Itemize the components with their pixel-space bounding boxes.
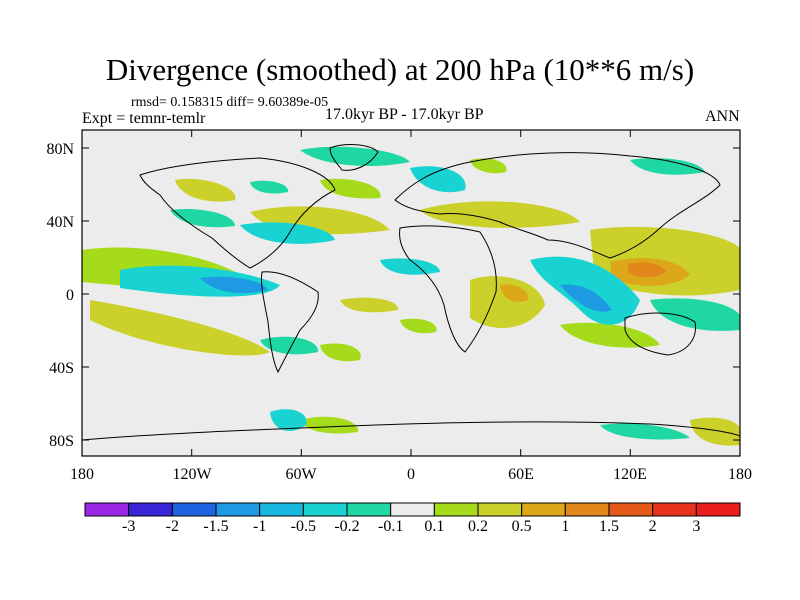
colorbar-swatch bbox=[521, 502, 566, 517]
lat-label: 40S bbox=[49, 360, 74, 377]
field-region bbox=[628, 262, 666, 278]
coastline-eurasia bbox=[394, 152, 721, 259]
field-region bbox=[560, 322, 660, 348]
field-region bbox=[690, 417, 740, 446]
lon-label: 180 bbox=[728, 466, 752, 483]
colorbar-swatch bbox=[302, 502, 348, 517]
colorbar-label: 0.5 bbox=[511, 518, 532, 535]
stats-text: rmsd= 0.158315 diff= 9.60389e-05 bbox=[131, 95, 329, 110]
lon-label: 60W bbox=[285, 466, 317, 483]
field-region bbox=[320, 178, 381, 199]
colorbar-swatch bbox=[346, 502, 392, 517]
colorbar-swatch bbox=[564, 502, 610, 517]
field-region bbox=[600, 423, 690, 440]
field-region bbox=[500, 284, 529, 302]
colorbar-label: -1 bbox=[252, 518, 267, 535]
coastlines bbox=[82, 144, 740, 441]
coastline-greenland bbox=[329, 144, 379, 171]
field-region bbox=[200, 276, 268, 294]
field-region bbox=[470, 158, 507, 174]
field-region bbox=[410, 166, 466, 193]
colorbar-label: -0.5 bbox=[290, 518, 316, 535]
colorbar-label: 1 bbox=[561, 518, 570, 535]
field-region bbox=[420, 201, 580, 228]
colorbar-label: -1.5 bbox=[203, 518, 229, 535]
colorbar-label: -2 bbox=[165, 518, 179, 535]
coastline-south-america bbox=[261, 271, 319, 374]
field-region bbox=[560, 284, 612, 312]
colorbar-label: 3 bbox=[692, 518, 701, 535]
field-region bbox=[400, 318, 437, 334]
colorbar-label: -0.1 bbox=[377, 518, 404, 535]
lat-label: 0 bbox=[66, 287, 74, 304]
divergence-field bbox=[82, 146, 740, 446]
period-label: 17.0kyr BP - 17.0kyr BP bbox=[325, 106, 484, 123]
coastline-africa bbox=[399, 225, 497, 353]
colorbar-label: -3 bbox=[121, 518, 136, 535]
field-region bbox=[630, 158, 705, 175]
colorbar-swatch bbox=[390, 502, 435, 517]
field-region bbox=[320, 343, 361, 362]
coastline-north-america bbox=[139, 157, 336, 269]
lon-label: 0 bbox=[407, 466, 415, 483]
lon-label: 120E bbox=[613, 466, 647, 483]
lat-label: 80N bbox=[46, 141, 74, 158]
field-region bbox=[470, 276, 545, 328]
field-region bbox=[380, 258, 440, 275]
colorbar-swatch bbox=[695, 502, 741, 517]
colorbar-label: 2 bbox=[648, 518, 657, 535]
season-label: ANN bbox=[705, 108, 740, 125]
lon-label: 120W bbox=[172, 466, 212, 483]
colorbar-swatch bbox=[171, 502, 217, 517]
field-region bbox=[340, 297, 399, 313]
colorbar-swatch bbox=[433, 502, 479, 517]
field-region bbox=[170, 208, 235, 228]
colorbar-label: 0.1 bbox=[424, 518, 445, 535]
field-region bbox=[175, 178, 236, 202]
lat-label: 40N bbox=[46, 214, 74, 231]
chart-title: Divergence (smoothed) at 200 hPa (10**6 … bbox=[105, 52, 695, 87]
field-region bbox=[240, 222, 335, 244]
experiment-label: Expt = temnr-temlr bbox=[82, 110, 206, 127]
coastline-antarctica bbox=[82, 421, 740, 441]
field-region bbox=[300, 416, 359, 434]
coastline-australia bbox=[624, 312, 697, 356]
field-region bbox=[260, 336, 319, 355]
lon-label: 60E bbox=[508, 466, 534, 483]
colorbar-label: -0.2 bbox=[334, 518, 360, 535]
field-region bbox=[300, 146, 410, 166]
colorbar-label: 0.2 bbox=[468, 518, 488, 535]
map-ticks bbox=[81, 130, 741, 456]
colorbar-swatch bbox=[128, 502, 173, 517]
field-region bbox=[650, 298, 740, 331]
field-region bbox=[270, 409, 307, 432]
field-region bbox=[90, 300, 270, 356]
lat-label: 80S bbox=[49, 433, 74, 450]
colorbar-swatch bbox=[215, 502, 261, 517]
field-region bbox=[250, 180, 289, 194]
colorbar-label: 1.5 bbox=[599, 518, 619, 535]
colorbar-swatch bbox=[477, 502, 523, 517]
lon-label: 180 bbox=[70, 466, 94, 483]
colorbar-swatch bbox=[608, 502, 654, 517]
colorbar-swatch bbox=[652, 502, 697, 517]
colorbar-swatch bbox=[259, 502, 304, 517]
colorbar-swatch bbox=[84, 502, 130, 517]
colorbar bbox=[84, 502, 741, 517]
